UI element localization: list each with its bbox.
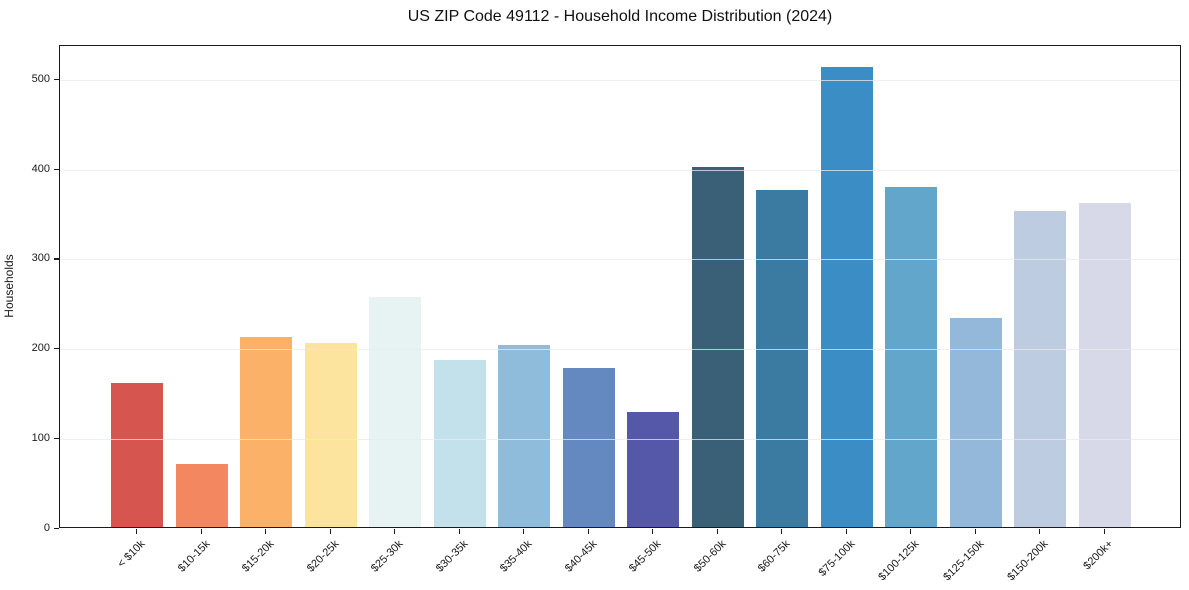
y-tick-label-300: 300 <box>31 252 50 265</box>
gridline-400 <box>60 169 1180 171</box>
x-tick-label-$45-50k: $45-50k <box>627 538 664 575</box>
y-tick-label-200: 200 <box>31 342 50 355</box>
y-tick-label-100: 100 <box>31 432 50 445</box>
x-tick-label-$25-30k: $25-30k <box>369 538 406 575</box>
chart-title: US ZIP Code 49112 - Household Income Dis… <box>407 8 833 25</box>
x-tick-label-< $10k: < $10k <box>115 538 148 571</box>
bar-$40-45k <box>562 367 615 527</box>
x-tick-mark <box>974 529 976 534</box>
x-tick-mark <box>458 529 460 534</box>
x-tick-mark <box>587 529 589 534</box>
x-tick-label-$35-40k: $35-40k <box>498 538 535 575</box>
x-tick-mark <box>523 529 525 534</box>
x-tick-label-$40-45k: $40-45k <box>562 538 600 575</box>
bar-$200k+ <box>1078 202 1131 527</box>
y-tick-label-500: 500 <box>31 72 50 85</box>
x-tick-label-$60-75k: $60-75k <box>756 538 793 575</box>
bar-< $10k <box>111 383 164 527</box>
x-tick-label-$10-15k: $10-15k <box>175 538 213 575</box>
bar-$20-25k <box>304 342 357 527</box>
bar-$100-125k <box>885 187 938 527</box>
x-tick-label-$50-60k: $50-60k <box>691 538 729 575</box>
x-tick-label-$200k+: $200k+ <box>1081 538 1116 573</box>
y-tick-mark <box>54 78 59 80</box>
x-tick-label-$75-100k: $75-100k <box>816 538 858 579</box>
bar-$50-60k <box>691 166 744 527</box>
gridline-200 <box>60 349 1180 351</box>
plot-area <box>59 45 1181 528</box>
x-tick-label-$100-125k: $100-125k <box>876 538 922 584</box>
x-tick-mark <box>845 529 847 534</box>
x-tick-label-$150-200k: $150-200k <box>1005 538 1051 584</box>
x-tick-mark <box>329 529 331 534</box>
y-tick-mark <box>54 258 59 260</box>
x-tick-mark <box>200 529 202 534</box>
x-tick-mark <box>136 529 138 534</box>
bar-$25-30k <box>369 296 422 527</box>
gridline-500 <box>60 79 1180 81</box>
x-tick-mark <box>394 529 396 534</box>
x-tick-mark <box>910 529 912 534</box>
gridline-300 <box>60 259 1180 261</box>
bar-$45-50k <box>627 411 680 527</box>
x-tick-mark <box>652 529 654 534</box>
bar-$30-35k <box>433 359 486 527</box>
x-tick-label-$30-35k: $30-35k <box>433 538 471 575</box>
y-tick-mark <box>54 168 59 170</box>
y-tick-mark <box>54 528 59 530</box>
y-tick-mark <box>54 438 59 440</box>
x-tick-mark <box>716 529 718 534</box>
bar-$35-40k <box>498 345 551 527</box>
y-tick-mark <box>54 348 59 350</box>
bar-$10-15k <box>175 464 228 527</box>
x-tick-mark <box>781 529 783 534</box>
gridline-100 <box>60 439 1180 441</box>
x-tick-label-$125-150k: $125-150k <box>940 538 987 584</box>
x-tick-label-$20-25k: $20-25k <box>304 538 342 575</box>
bar-$15-20k <box>240 336 293 527</box>
y-tick-label-0: 0 <box>43 522 50 534</box>
bar-$125-150k <box>949 317 1002 527</box>
x-tick-mark <box>265 529 267 534</box>
y-tick-label-400: 400 <box>31 162 50 175</box>
x-tick-label-$15-20k: $15-20k <box>240 538 277 575</box>
bar-$150-200k <box>1014 210 1067 527</box>
bar-$60-75k <box>756 190 809 527</box>
x-tick-mark <box>1039 529 1041 534</box>
bar-$75-100k <box>820 66 873 527</box>
x-tick-mark <box>1103 529 1105 534</box>
